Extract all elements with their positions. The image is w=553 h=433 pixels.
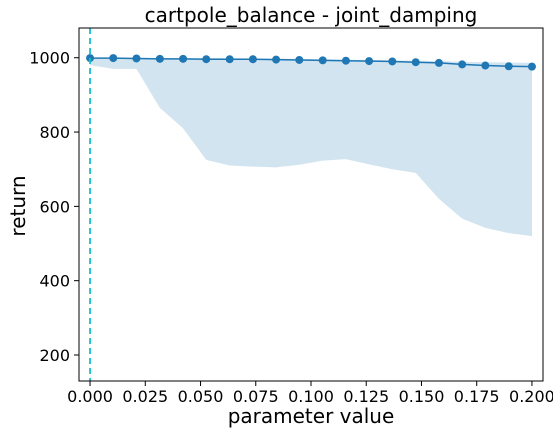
y-tick-label: 800 <box>39 123 70 142</box>
x-axis-title: parameter value <box>228 404 395 428</box>
data-point <box>504 62 513 71</box>
x-tick-label: 0.050 <box>178 387 224 406</box>
data-point <box>132 54 141 63</box>
data-point <box>411 58 420 67</box>
x-tick-label: 0.200 <box>509 387 553 406</box>
plot-area <box>86 28 536 381</box>
data-point <box>272 55 281 64</box>
chart-title: cartpole_balance - joint_damping <box>145 3 478 27</box>
x-tick-label: 0.125 <box>343 387 389 406</box>
data-point <box>318 56 327 65</box>
data-point <box>365 57 374 66</box>
data-point <box>527 62 536 71</box>
data-point <box>388 57 397 66</box>
data-point <box>434 58 443 67</box>
data-point <box>341 56 350 65</box>
x-tick-label: 0.175 <box>454 387 500 406</box>
y-tick-label: 600 <box>39 197 70 216</box>
data-point <box>248 55 257 64</box>
data-point <box>155 54 164 63</box>
data-point <box>295 55 304 64</box>
y-axis-title: return <box>6 175 30 236</box>
x-tick-label: 0.100 <box>288 387 334 406</box>
y-tick-label: 1000 <box>29 49 70 68</box>
y-tick-label: 400 <box>39 272 70 291</box>
data-point <box>458 60 467 69</box>
data-point <box>109 54 118 63</box>
data-point <box>179 54 188 63</box>
axes: 0.000 0.025 0.050 0.075 0.100 0.125 0.150 0.175… <box>29 27 553 406</box>
data-point <box>225 55 234 64</box>
x-tick-label: 0.075 <box>233 387 279 406</box>
x-tick-label: 0.025 <box>122 387 168 406</box>
plot-marks <box>86 28 536 381</box>
confidence-band <box>90 57 532 237</box>
y-tick-label: 200 <box>39 346 70 365</box>
data-point <box>481 61 490 70</box>
x-tick-label: 0.000 <box>67 387 113 406</box>
data-point <box>202 55 211 64</box>
x-tick-label: 0.150 <box>399 387 445 406</box>
